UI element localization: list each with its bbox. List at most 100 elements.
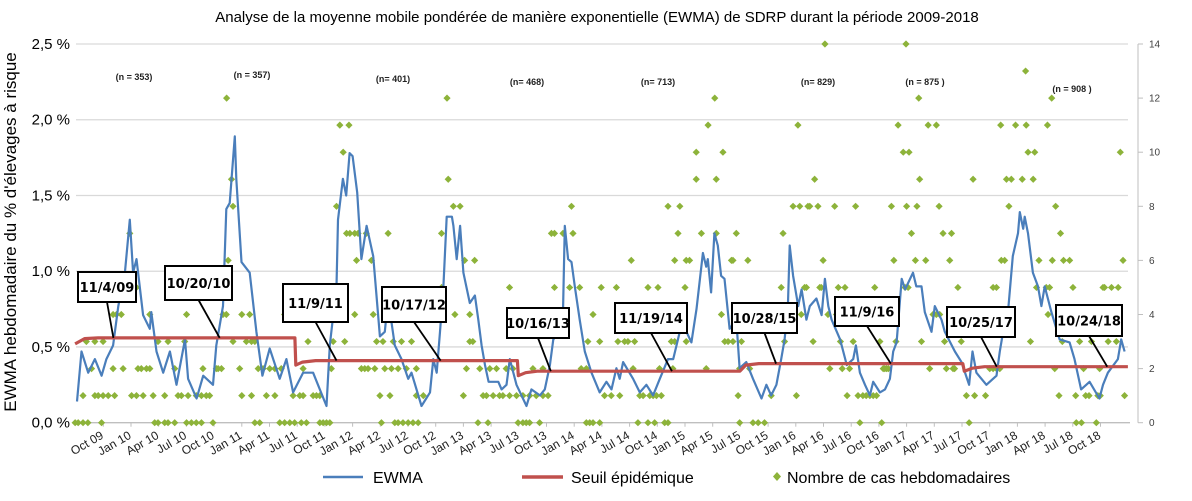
callout-label: 10/24/18	[1057, 315, 1121, 330]
case-point	[1035, 256, 1043, 264]
callout-box	[731, 302, 798, 334]
case-point	[652, 392, 661, 400]
case-point	[474, 419, 482, 427]
case-point	[304, 337, 312, 346]
callout-label: 10/28/15	[733, 312, 797, 327]
callout-pointer	[980, 336, 998, 368]
case-point	[532, 392, 540, 400]
case-point	[657, 392, 665, 400]
case-point	[336, 121, 344, 129]
case-point	[1043, 121, 1052, 129]
case-point	[291, 419, 299, 427]
case-point	[437, 229, 446, 237]
right-tick-label: 12	[1149, 94, 1161, 105]
case-point	[466, 310, 474, 319]
case-point	[1031, 148, 1039, 156]
callout-box	[1055, 304, 1123, 337]
callout-label: 11/19/14	[619, 312, 683, 327]
case-point	[1069, 283, 1077, 292]
case-point	[414, 419, 422, 427]
ewma-line	[75, 135, 1126, 408]
case-point	[154, 419, 162, 427]
case-point	[997, 121, 1005, 129]
case-point	[316, 392, 324, 400]
case-point	[384, 229, 392, 237]
case-point	[845, 365, 854, 373]
case-point	[1032, 283, 1041, 292]
legend-cases-label: Nombre de cas hebdomadaires	[787, 470, 1010, 487]
case-point	[550, 283, 559, 292]
case-point	[407, 337, 416, 346]
sample-size-label: (n = 908 )	[1052, 84, 1091, 94]
case-point	[369, 310, 377, 319]
case-point	[109, 365, 117, 373]
case-point	[737, 337, 746, 346]
case-point	[1079, 365, 1088, 373]
case-point	[224, 256, 232, 264]
case-point	[262, 392, 270, 400]
case-point	[616, 392, 624, 400]
case-point	[947, 229, 956, 237]
case-point	[242, 337, 250, 346]
case-point	[890, 256, 898, 264]
callout-box	[381, 286, 447, 323]
callout-pointer	[197, 299, 221, 339]
case-point	[831, 202, 839, 210]
case-point	[664, 202, 672, 210]
case-point	[519, 392, 527, 400]
case-point	[935, 202, 943, 210]
case-point	[1072, 392, 1080, 400]
case-point	[655, 365, 664, 373]
case-point	[821, 40, 829, 48]
case-point	[297, 419, 305, 427]
case-point	[841, 283, 849, 292]
case-point	[161, 392, 169, 400]
case-point	[1029, 175, 1037, 183]
case-point	[939, 229, 947, 237]
case-point	[79, 419, 87, 427]
case-point	[717, 310, 726, 319]
callout-pointer	[866, 325, 892, 365]
case-point	[281, 419, 289, 427]
case-point	[856, 419, 864, 427]
case-point	[838, 365, 846, 373]
case-point	[871, 283, 879, 292]
case-point	[589, 310, 597, 319]
case-point	[849, 337, 857, 346]
case-point	[884, 365, 892, 373]
case-point	[607, 392, 615, 400]
callout-label: 10/20/10	[167, 277, 231, 292]
case-point	[119, 365, 127, 373]
case-point	[922, 256, 930, 264]
case-point	[371, 365, 379, 373]
case-point	[184, 392, 192, 400]
case-point	[486, 365, 494, 373]
case-point	[381, 365, 389, 373]
case-point	[629, 365, 637, 373]
case-point	[760, 419, 769, 427]
case-point	[1085, 392, 1093, 400]
case-point	[339, 148, 347, 156]
case-point	[256, 419, 264, 427]
callout-box	[506, 307, 570, 339]
case-point	[749, 419, 757, 427]
case-point	[926, 365, 934, 373]
case-point	[1058, 337, 1066, 346]
case-point	[826, 365, 834, 373]
case-point	[1024, 148, 1032, 156]
callout: 10/28/15	[731, 302, 798, 364]
case-point	[99, 392, 107, 400]
case-point	[251, 419, 259, 427]
legend-cases-diamond-icon	[773, 472, 781, 481]
callout-box	[614, 302, 688, 334]
case-point	[794, 121, 802, 129]
case-point	[569, 229, 577, 237]
case-point	[576, 283, 584, 292]
case-point	[187, 419, 196, 427]
case-point	[489, 392, 497, 400]
case-point	[299, 392, 307, 400]
case-point	[1100, 283, 1109, 292]
case-point	[399, 419, 407, 427]
case-point	[352, 256, 361, 264]
